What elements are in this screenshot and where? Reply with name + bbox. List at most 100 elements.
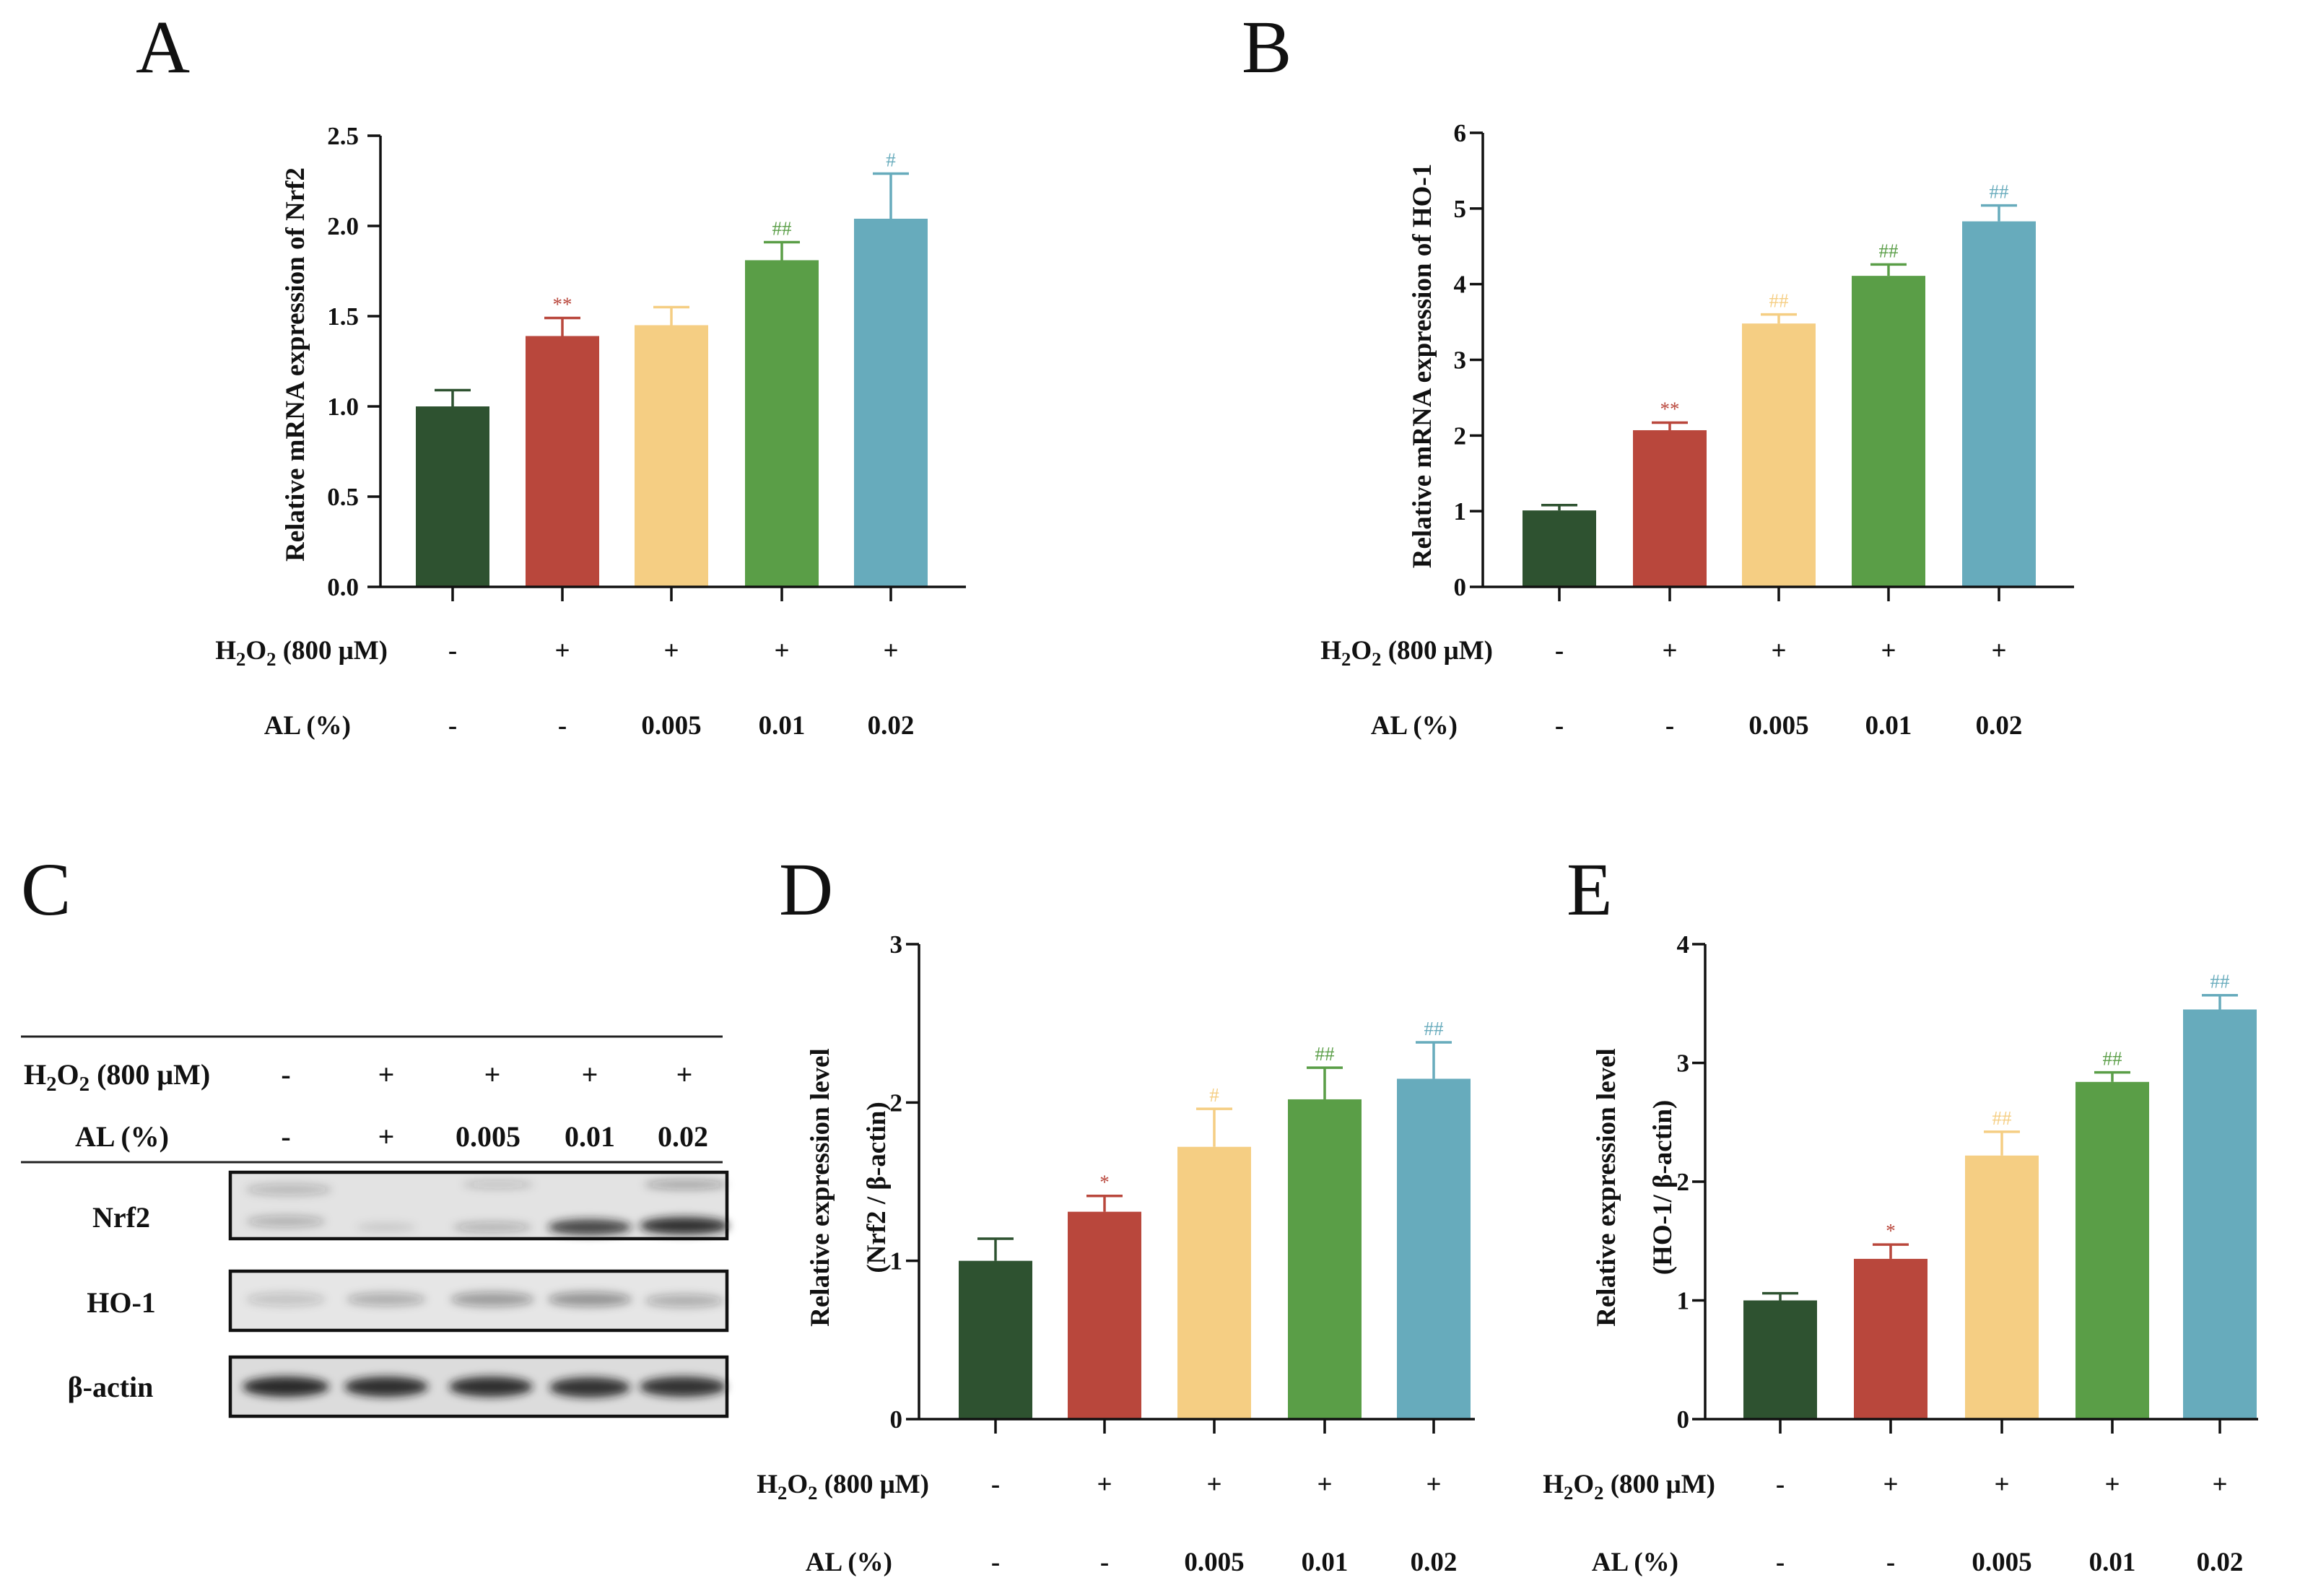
h2o2-row-label: H2O2 (800 μM)	[1543, 1470, 1715, 1504]
bar	[2183, 1009, 2257, 1419]
blot-al-lane-3: 0.005	[456, 1120, 520, 1153]
al-row-label: AL (%)	[1592, 1548, 1678, 1577]
al-condition-value: -	[1100, 1548, 1109, 1577]
blot-h2o2-label: H2O2 (800 μM)	[24, 1058, 210, 1096]
h2o2-condition-value: +	[1883, 1470, 1898, 1499]
h2o2-sub: 2	[1341, 648, 1351, 670]
blot-row-label-beta-actin: β-actin	[68, 1371, 154, 1403]
h2o2-row-label: H2O2 (800 μM)	[1320, 636, 1493, 670]
y-tick-label: 2.0	[327, 212, 359, 240]
blot-row-label-ho1: HO-1	[87, 1286, 156, 1319]
y-tick-label: 1	[1677, 1287, 1690, 1315]
h2o2-condition-value: +	[1771, 636, 1786, 666]
significance-label: ##	[1424, 1018, 1445, 1039]
h2o2-condition-value: +	[1426, 1470, 1441, 1499]
significance-label: ##	[1879, 240, 1899, 261]
y-tick-label: 2	[890, 1089, 903, 1117]
h2o2-concentration: (800 μM)	[1603, 1470, 1715, 1499]
h2o2-condition-value: +	[1991, 636, 2006, 666]
blot-band	[246, 1293, 326, 1306]
h2o2-condition-value: +	[1662, 636, 1677, 666]
h2o2-sub: 2	[1564, 1482, 1573, 1504]
blot-h2o2-lane-2: +	[378, 1058, 395, 1091]
bar	[1633, 429, 1707, 587]
y-tick-label: 1	[1454, 497, 1467, 526]
bar	[1852, 276, 1925, 587]
significance-label: ##	[1769, 290, 1790, 312]
significance-label: *	[1099, 1172, 1110, 1193]
significance-label: ##	[2210, 971, 2231, 993]
bar	[1962, 221, 2036, 587]
h2o2-sub: 2	[808, 1482, 817, 1504]
h2o2-condition-value: +	[1206, 1470, 1221, 1499]
h2o2-sub: 2	[266, 648, 276, 670]
h2o2-condition-value: +	[1097, 1470, 1112, 1499]
bar	[1177, 1146, 1251, 1419]
significance-label: #	[1209, 1084, 1219, 1106]
al-condition-value: -	[1555, 711, 1564, 741]
h2o2-concentration: (800 μM)	[276, 636, 388, 666]
h2o2-condition-value: +	[774, 636, 789, 666]
bar	[1743, 1300, 1817, 1419]
bar-charts: A--**+-+0.005##+0.01#+0.020.00.51.01.52.…	[136, 6, 2258, 1577]
chart-panel-a: A - - ** + - +0.005 ## +0.01 # +0.02 0.0 0.5 1.0 1.5 2.…	[136, 6, 966, 741]
y-tick-label: 1.0	[327, 393, 359, 421]
blot-h2o2-lane-5: +	[676, 1058, 693, 1091]
y-tick-label: 2.5	[327, 122, 359, 150]
h2o2-sub: 2	[46, 1073, 56, 1096]
y-tick-label: 2	[1677, 1168, 1690, 1196]
al-condition-value: -	[1776, 1548, 1785, 1577]
y-tick-label: 0	[1454, 573, 1467, 601]
h2o2-condition-value: -	[991, 1470, 1000, 1499]
al-condition-value: 0.005	[1972, 1548, 2031, 1577]
al-condition-value: 0.01	[759, 711, 806, 741]
al-condition-value: 0.02	[868, 711, 915, 741]
h2o2-sub: 2	[1372, 648, 1381, 670]
significance-label: *	[1886, 1220, 1896, 1242]
al-condition-value: 0.005	[1748, 711, 1808, 741]
al-row-label: AL (%)	[264, 711, 351, 741]
bar	[854, 219, 928, 587]
y-tick-label: 3	[1677, 1050, 1690, 1078]
h2o2-condition-value: -	[448, 636, 457, 666]
blot-al-lane-4: 0.01	[565, 1120, 615, 1153]
y-tick-label: 3	[890, 930, 903, 959]
blot-band	[246, 1216, 326, 1227]
h2o2-h: H	[24, 1058, 46, 1091]
blot-band	[548, 1292, 632, 1307]
significance-label: **	[553, 294, 572, 315]
al-condition-value: -	[991, 1548, 1000, 1577]
al-row-label: AL (%)	[806, 1548, 892, 1577]
bar	[635, 325, 708, 587]
h2o2-condition-value: -	[1776, 1470, 1785, 1499]
h2o2-condition-value: +	[1881, 636, 1896, 666]
h2o2-o: O	[787, 1470, 808, 1499]
significance-label: ##	[1315, 1043, 1336, 1065]
y-tick-label: 0.0	[327, 573, 359, 601]
al-condition-value: 0.02	[2197, 1548, 2244, 1577]
y-tick-label: 0	[890, 1405, 903, 1434]
y-tick-label: 4	[1454, 271, 1467, 299]
y-axis-label: (Nrf2 / β-actin)	[862, 1102, 892, 1273]
bar	[959, 1260, 1032, 1419]
h2o2-sub: 2	[236, 648, 245, 670]
h2o2-condition-value: +	[2104, 1470, 2120, 1499]
blot-al-label: AL (%)	[75, 1120, 169, 1153]
y-tick-label: 5	[1454, 195, 1467, 223]
blot-strip-ho1	[228, 1269, 729, 1333]
panel-label: E	[1567, 848, 1613, 931]
al-condition-value: 0.02	[1411, 1548, 1458, 1577]
al-row-label: AL (%)	[1371, 711, 1458, 741]
y-tick-label: 4	[1677, 930, 1690, 959]
blot-band	[450, 1292, 534, 1307]
y-axis-label: Relative mRNA expression of Nrf2	[281, 167, 310, 562]
h2o2-condition-value: +	[554, 636, 570, 666]
blot-band	[548, 1219, 632, 1235]
h2o2-concentration: (800 μM)	[817, 1470, 929, 1499]
blot-al-lane-2: +	[378, 1120, 395, 1153]
blot-band	[462, 1180, 534, 1189]
significance-label: **	[1660, 398, 1680, 420]
significance-label: ##	[2103, 1048, 2123, 1070]
h2o2-concentration: (800 μM)	[90, 1058, 210, 1091]
